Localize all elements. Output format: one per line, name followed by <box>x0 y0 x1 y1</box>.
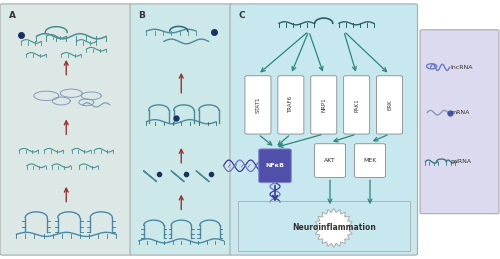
FancyBboxPatch shape <box>278 76 304 134</box>
Text: Neuroinflammation: Neuroinflammation <box>292 224 376 232</box>
Polygon shape <box>314 208 353 247</box>
Text: miRNA: miRNA <box>450 159 471 164</box>
Text: PAK1: PAK1 <box>354 98 359 112</box>
FancyBboxPatch shape <box>310 76 337 134</box>
Text: NFκB: NFκB <box>266 163 284 168</box>
Text: C: C <box>238 11 245 20</box>
FancyBboxPatch shape <box>259 149 291 183</box>
FancyBboxPatch shape <box>314 144 346 177</box>
FancyBboxPatch shape <box>344 76 369 134</box>
Text: mRNA: mRNA <box>450 110 469 115</box>
Text: TRAF6: TRAF6 <box>288 96 294 113</box>
Text: lncRNA: lncRNA <box>450 65 472 70</box>
Text: NRP1: NRP1 <box>321 98 326 112</box>
FancyBboxPatch shape <box>245 76 271 134</box>
FancyBboxPatch shape <box>376 76 402 134</box>
Text: A: A <box>8 11 16 20</box>
Text: B: B <box>138 11 145 20</box>
FancyBboxPatch shape <box>130 4 232 255</box>
Text: MEK: MEK <box>364 158 376 163</box>
Text: STAT1: STAT1 <box>256 97 260 113</box>
FancyBboxPatch shape <box>354 144 386 177</box>
FancyBboxPatch shape <box>420 30 499 214</box>
Text: AKT: AKT <box>324 158 336 163</box>
FancyBboxPatch shape <box>0 4 132 255</box>
FancyBboxPatch shape <box>230 4 418 255</box>
Text: ERK: ERK <box>387 99 392 110</box>
